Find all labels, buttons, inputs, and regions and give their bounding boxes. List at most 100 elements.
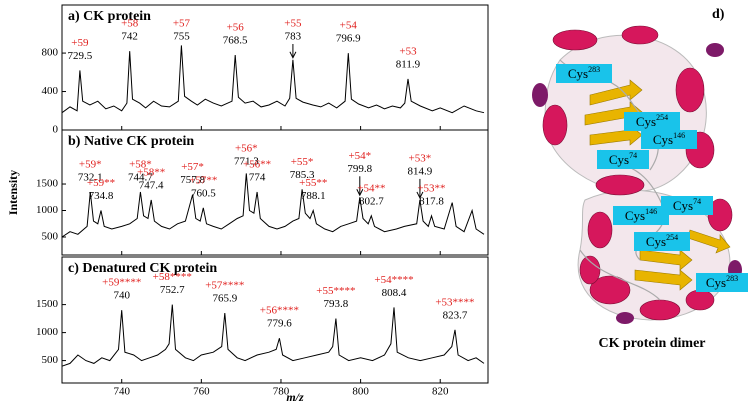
peak-arrowhead <box>289 51 297 59</box>
peak-charge-label: +58* <box>129 159 152 171</box>
site-box <box>613 206 669 225</box>
peak-mz-label: 742 <box>121 31 138 43</box>
x-axis-label: m/z <box>286 390 304 404</box>
peak-mz-label: 779.6 <box>267 318 292 330</box>
peak-charge-label: +56* <box>235 143 258 155</box>
site-name: Cys <box>625 208 645 223</box>
peak-charge-label: +55* <box>291 156 314 168</box>
panel-title: a) CK protein <box>68 9 151 24</box>
peak-mz-label: 799.8 <box>347 163 372 175</box>
panel-label: d) <box>712 7 725 22</box>
site-number: 74 <box>693 197 701 206</box>
peak-charge-label: +58** <box>137 166 165 178</box>
site-label: Cys146 <box>625 207 657 223</box>
peak-mz-label: 747.4 <box>139 179 164 191</box>
peak-mz-label: 744.7 <box>128 172 153 184</box>
peak-charge-label: +59* <box>79 159 102 171</box>
x-tick-label: 780 <box>273 386 290 398</box>
peak-charge-label: +53** <box>417 182 445 194</box>
x-tick-label: 820 <box>432 386 449 398</box>
peak-charge-label: +54** <box>357 182 385 194</box>
peak-mz-label: 796.9 <box>336 33 361 45</box>
peak-mz-label: 757.8 <box>180 174 205 186</box>
site-name: Cys <box>673 198 693 213</box>
y-axis-label: Intensity <box>6 170 20 215</box>
site-box <box>661 196 713 215</box>
peak-charge-label: +55 <box>284 18 302 30</box>
plot-frame <box>61 256 489 384</box>
peak-mz-label: 740 <box>113 290 130 302</box>
site-label: Cys74 <box>673 197 701 213</box>
site-box <box>597 150 649 169</box>
panel-title: c) Denatured CK protein <box>68 261 217 276</box>
peak-mz-label: 774 <box>249 172 266 184</box>
peak-charge-label: +59**** <box>102 277 141 289</box>
y-tick-label: 0 <box>53 124 59 136</box>
site-number: 254 <box>656 113 668 122</box>
peak-charge-label: +57**** <box>205 280 244 292</box>
peak-charge-label: +53**** <box>435 296 474 308</box>
x-tick-label: 800 <box>352 386 369 398</box>
site-box <box>556 64 612 83</box>
site-label: Cys74 <box>609 151 637 167</box>
caption: CK protein dimer <box>598 336 705 351</box>
site-box <box>634 232 690 251</box>
peak-charge-label: +57** <box>189 174 217 186</box>
peak-mz-label: 814.9 <box>408 165 433 177</box>
spectrum-line <box>61 304 485 367</box>
peak-mz-label: 752.7 <box>160 284 185 296</box>
peak-charge-label: +54* <box>348 150 371 162</box>
peak-mz-label: 808.4 <box>382 287 407 299</box>
peak-charge-label: +56** <box>243 159 271 171</box>
site-box <box>696 273 748 292</box>
panel-title: b) Native CK protein <box>68 134 194 149</box>
peak-mz-label: 734.8 <box>89 190 114 202</box>
peak-mz-label: 783 <box>285 31 302 43</box>
site-label: Cys283 <box>706 274 738 290</box>
site-number: 283 <box>726 274 738 283</box>
y-tick-label: 1000 <box>36 326 59 338</box>
spectrum-line <box>61 173 485 238</box>
site-box <box>624 112 680 131</box>
peak-mz-label: 755 <box>173 31 190 43</box>
peak-arrowhead <box>416 191 424 200</box>
site-name: Cys <box>706 275 726 290</box>
peak-charge-label: +56 <box>227 22 245 34</box>
peak-charge-label: +54 <box>340 20 358 32</box>
peak-charge-label: +53* <box>409 152 432 164</box>
peak-mz-label: 768.5 <box>223 35 248 47</box>
peak-charge-label: +58 <box>121 18 139 30</box>
peak-charge-label: +57* <box>181 161 204 173</box>
peak-charge-label: +56**** <box>260 305 299 317</box>
y-tick-label: 400 <box>42 85 59 97</box>
peak-mz-label: 823.7 <box>443 309 468 321</box>
peak-charge-label: +55**** <box>316 285 355 297</box>
peak-mz-label: 732.1 <box>78 172 103 184</box>
spectrum-line <box>61 45 485 114</box>
site-number: 146 <box>673 131 685 140</box>
site-name: Cys <box>646 234 666 249</box>
peak-mz-label: 793.8 <box>324 298 349 310</box>
y-tick-label: 800 <box>42 47 59 59</box>
site-number: 254 <box>666 233 678 242</box>
peak-mz-label: 802.7 <box>359 195 384 207</box>
peak-mz-label: 760.5 <box>191 187 216 199</box>
peak-mz-label: 817.8 <box>419 195 444 207</box>
site-label: Cys146 <box>653 131 685 147</box>
peak-charge-label: +58**** <box>153 271 192 283</box>
peak-charge-label: +53 <box>399 46 417 58</box>
peak-charge-label: +54**** <box>374 274 413 286</box>
site-box <box>641 130 697 149</box>
y-tick-label: 1500 <box>36 178 59 190</box>
site-number: 74 <box>629 151 637 160</box>
peak-mz-label: 729.5 <box>68 50 93 62</box>
peak-charge-label: +59** <box>87 177 115 189</box>
site-number: 283 <box>588 65 600 74</box>
y-tick-label: 500 <box>42 354 59 366</box>
plot-frame <box>61 129 489 256</box>
y-tick-label: 1500 <box>36 298 59 310</box>
peak-charge-label: +55** <box>299 177 327 189</box>
peak-mz-label: 765.9 <box>212 293 237 305</box>
peak-mz-label: 771.3 <box>234 156 259 168</box>
